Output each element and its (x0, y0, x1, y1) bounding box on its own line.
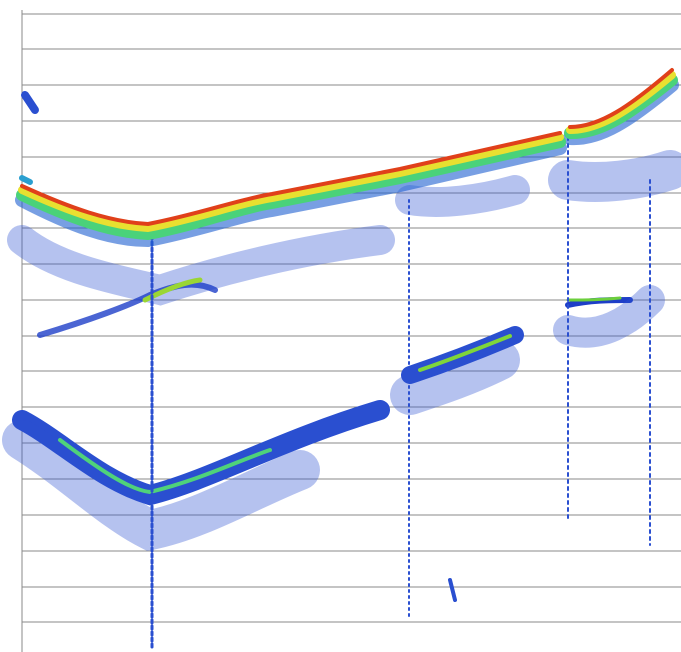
echo-layer (566, 296, 622, 302)
seabed-yellow (18, 71, 676, 233)
echo-patch (448, 578, 457, 602)
echo-cloud (553, 285, 665, 348)
echo-patch (21, 91, 39, 114)
echo-layer (142, 277, 203, 303)
seabed-echo (15, 68, 679, 248)
seabed-red (20, 68, 674, 227)
seabed-edge (19, 175, 33, 185)
echo-cloud (395, 175, 530, 217)
depth-grid (21, 10, 681, 652)
second-echo (12, 400, 390, 506)
echo-cloud (548, 150, 681, 202)
second-echo-core (58, 438, 272, 495)
second-echo-cloud (390, 340, 520, 415)
second-echo-core (418, 334, 512, 372)
scatter-echoes (2, 91, 681, 652)
second-echo-cloud (2, 420, 320, 551)
